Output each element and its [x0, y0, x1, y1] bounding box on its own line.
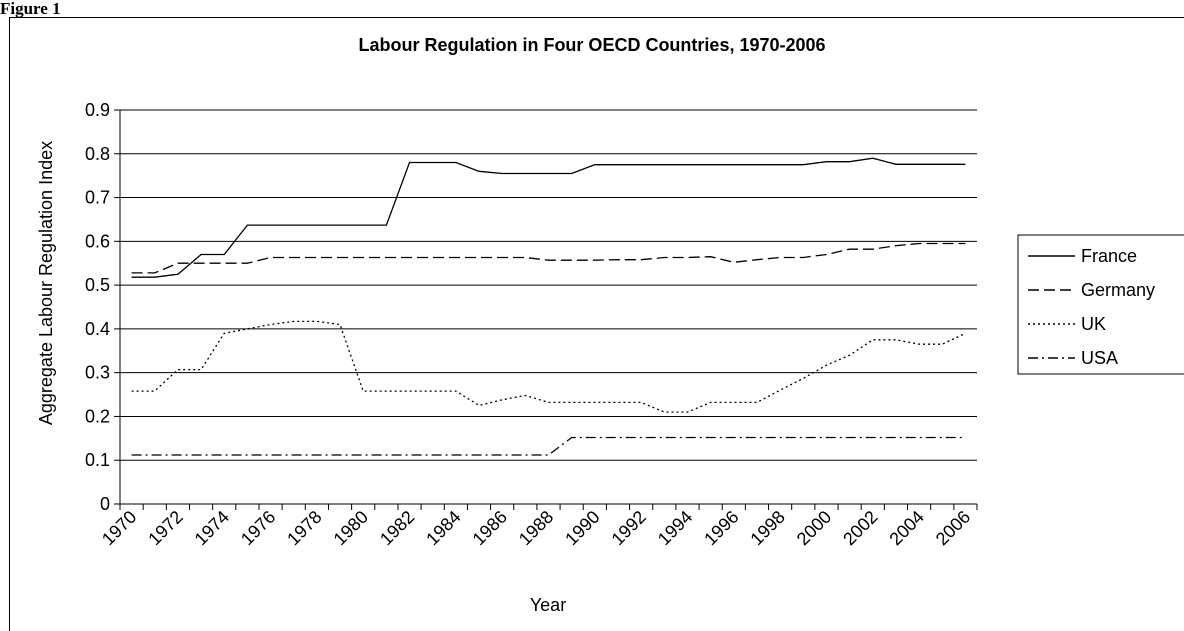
- y-axis-title: Aggregate Labour Regulation Index: [36, 141, 56, 425]
- x-tick-label: 1998: [746, 507, 788, 549]
- x-tick-label: 1974: [191, 507, 233, 549]
- chart-title: Labour Regulation in Four OECD Countries…: [358, 35, 825, 55]
- x-tick-label: 1980: [330, 507, 372, 549]
- x-axis-title: Year: [530, 595, 566, 615]
- y-tick-label: 0.9: [85, 100, 110, 120]
- series-line-france: [131, 157, 966, 278]
- x-tick-label: 1994: [654, 507, 696, 549]
- x-tick-label: 1972: [144, 507, 186, 549]
- series-line-usa: [131, 436, 966, 456]
- x-tick-label: 1976: [237, 507, 279, 549]
- x-tick-label: 2002: [839, 507, 881, 549]
- x-tick-label: 1982: [376, 507, 418, 549]
- y-tick-label: 0.3: [85, 363, 110, 383]
- y-tick-label: 0.7: [85, 188, 110, 208]
- y-tick-label: 0.8: [85, 144, 110, 164]
- x-tick-label: 1990: [561, 507, 603, 549]
- x-tick-label: 1996: [700, 507, 742, 549]
- figure-label: Figure 1: [0, 0, 61, 18]
- series-lines: [131, 157, 966, 456]
- y-tick-label: 0.4: [85, 319, 110, 339]
- y-tick-label: 0.6: [85, 231, 110, 251]
- x-tick-label: 1984: [422, 507, 464, 549]
- y-tick-label: 0.1: [85, 450, 110, 470]
- legend-box: [1017, 234, 1184, 375]
- legend-label-usa: USA: [1081, 348, 1118, 368]
- y-tick-label: 0.2: [85, 406, 110, 426]
- x-tick-label: 1992: [608, 507, 650, 549]
- x-tick-label: 2004: [885, 507, 927, 549]
- series-line-germany: [131, 242, 966, 274]
- legend-label-germany: Germany: [1081, 280, 1155, 300]
- series-line-uk: [131, 320, 966, 413]
- legend-label-france: France: [1081, 246, 1137, 266]
- y-tick-label: 0: [100, 494, 110, 514]
- y-tick-label: 0.5: [85, 275, 110, 295]
- legend: France Germany UK USA: [1017, 234, 1184, 375]
- x-tick-label: 2000: [793, 507, 835, 549]
- gridlines: [120, 109, 977, 461]
- x-tick-label: 2006: [932, 507, 974, 549]
- x-tick-label: 1978: [283, 507, 325, 549]
- x-tick-label: 1988: [515, 507, 557, 549]
- x-tick-label: 1986: [469, 507, 511, 549]
- chart-area: [9, 17, 1184, 631]
- legend-label-uk: UK: [1081, 314, 1106, 334]
